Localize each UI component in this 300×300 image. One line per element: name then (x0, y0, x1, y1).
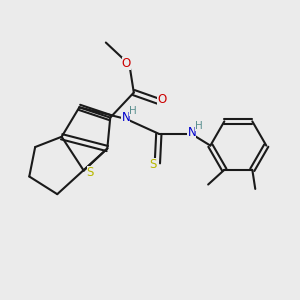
Text: O: O (122, 57, 131, 70)
Text: O: O (157, 93, 167, 106)
Text: N: N (188, 126, 196, 139)
Text: S: S (86, 166, 94, 178)
Text: S: S (149, 158, 157, 171)
Text: N: N (122, 111, 130, 124)
Text: H: H (195, 121, 203, 130)
Text: H: H (129, 106, 137, 116)
